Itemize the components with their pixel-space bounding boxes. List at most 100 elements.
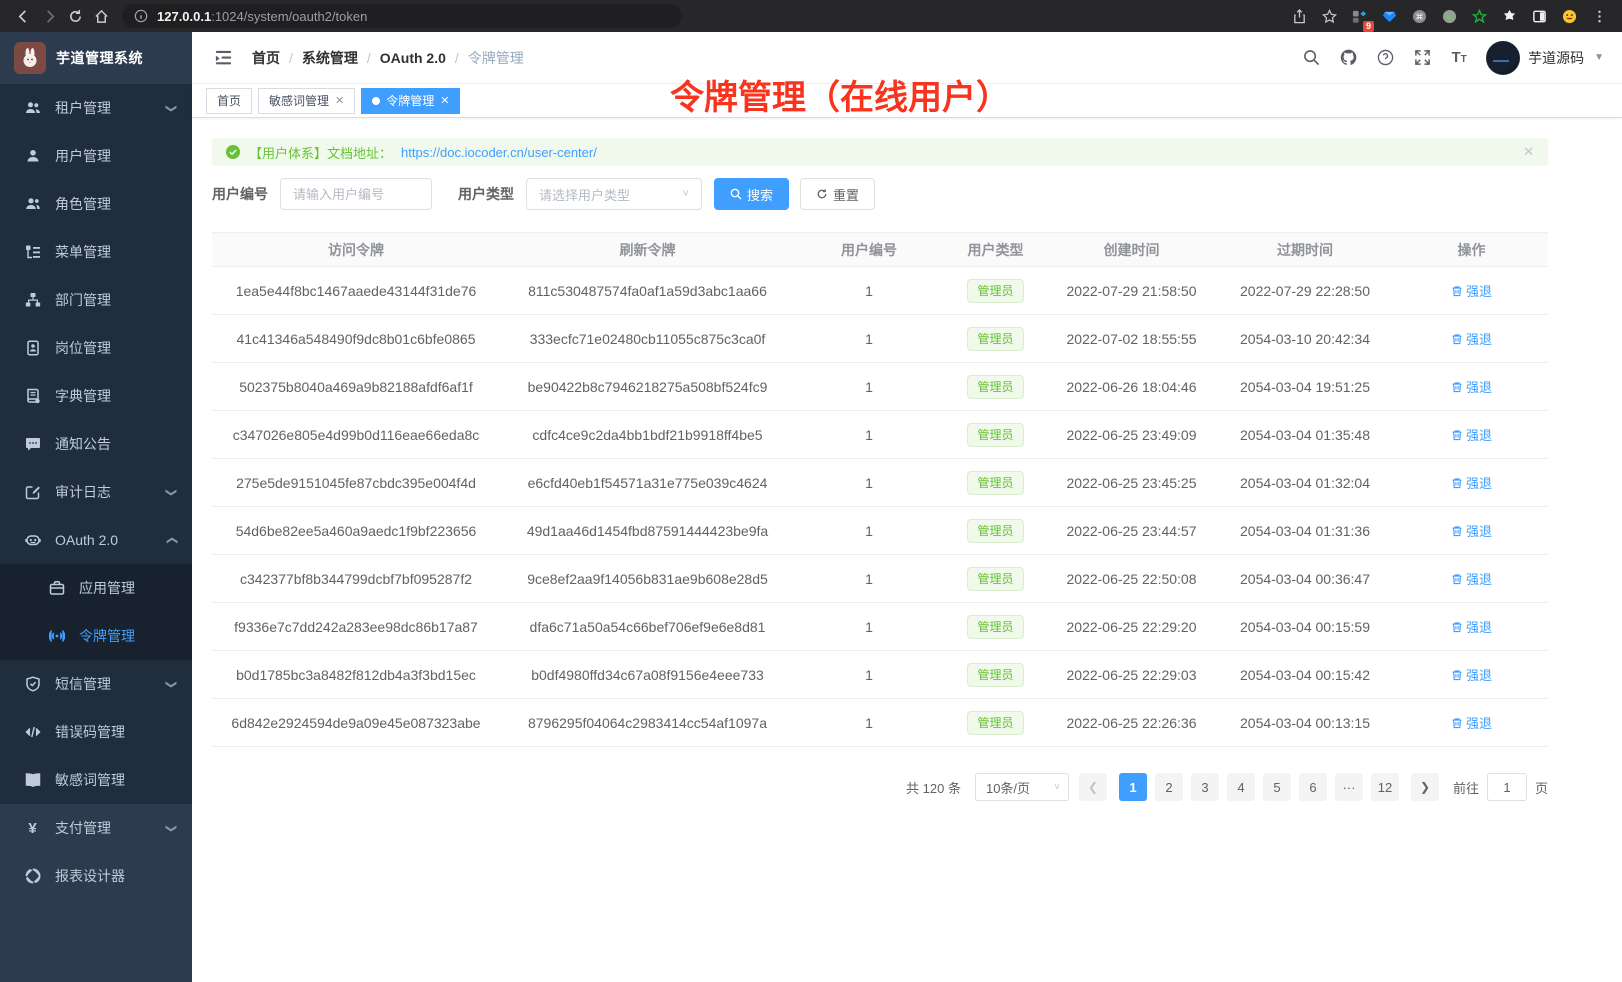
sidebar-item-shield[interactable]: 短信管理 ❯: [0, 660, 192, 708]
user-type-tag: 管理员: [967, 710, 1024, 735]
reset-button[interactable]: 重置: [800, 178, 876, 210]
svg-text:⌘: ⌘: [1415, 12, 1423, 21]
github-icon[interactable]: [1338, 48, 1358, 68]
report-icon: [24, 868, 41, 885]
sidebar-item-app[interactable]: 应用管理: [0, 564, 192, 612]
chevron-down-icon: ❯: [164, 103, 177, 113]
force-logout-button[interactable]: 强退: [1451, 569, 1492, 588]
forward-icon[interactable]: [36, 3, 62, 29]
next-page-button[interactable]: ❯: [1410, 773, 1439, 801]
extension-record-icon[interactable]: [1436, 3, 1462, 29]
user-id-input[interactable]: [280, 178, 432, 210]
force-logout-button[interactable]: 强退: [1451, 521, 1492, 540]
page-size-value: 10条/页: [985, 780, 1031, 796]
force-logout-button[interactable]: 强退: [1451, 713, 1492, 732]
close-icon[interactable]: ✕: [1523, 144, 1534, 159]
sidebar-item-menu-tree[interactable]: 菜单管理: [0, 228, 192, 276]
page-button-6[interactable]: 6: [1298, 773, 1327, 801]
sidebar-item-robot[interactable]: OAuth 2.0 ❯: [0, 516, 192, 564]
breadcrumb: 首页 / 系统管理 / OAuth 2.0 / 令牌管理: [252, 48, 524, 68]
tab-敏感词管理[interactable]: 敏感词管理 ✕: [258, 87, 356, 114]
sidebar-filler: [0, 900, 192, 982]
sidebar-item-org[interactable]: 部门管理: [0, 276, 192, 324]
share-icon[interactable]: [1286, 3, 1312, 29]
extension-star-green-icon[interactable]: [1466, 3, 1492, 29]
sidebar-item-label: 租户管理: [55, 100, 111, 116]
alert-doc-link[interactable]: https://doc.iocoder.cn/user-center/: [401, 144, 597, 160]
user-type-select[interactable]: 请选择用户类型 ˅: [526, 178, 702, 210]
more-pages-button[interactable]: ···: [1334, 773, 1363, 801]
goto-page-input[interactable]: [1486, 773, 1527, 801]
breadcrumb-item[interactable]: OAuth 2.0: [379, 49, 446, 66]
breadcrumb-item[interactable]: 首页: [252, 49, 280, 66]
tab-首页[interactable]: 首页: [206, 87, 253, 114]
access-token-cell: 41c41346a548490f9dc8b01c6bfe0865: [212, 314, 500, 363]
close-icon[interactable]: ✕: [335, 95, 345, 107]
breadcrumb-item[interactable]: 系统管理: [301, 49, 358, 66]
users-icon: [24, 100, 41, 117]
user-menu[interactable]: 芋道源码 ▼: [1486, 40, 1604, 75]
force-logout-button[interactable]: 强退: [1451, 425, 1492, 444]
sidebar-item-users[interactable]: 租户管理 ❯: [0, 84, 192, 132]
sidebar-item-message[interactable]: 通知公告: [0, 420, 192, 468]
sidebar-item-yen[interactable]: ¥ 支付管理 ❯: [0, 804, 192, 852]
extension-command-icon[interactable]: ⌘: [1406, 3, 1432, 29]
search-button[interactable]: 搜索: [714, 178, 790, 210]
force-logout-button[interactable]: 强退: [1451, 473, 1492, 492]
extension-gem-icon[interactable]: [1376, 3, 1402, 29]
force-logout-button[interactable]: 强退: [1451, 329, 1492, 348]
page-size-select[interactable]: 10条/页 ˅: [974, 773, 1069, 801]
sidebar-item-role[interactable]: 角色管理: [0, 180, 192, 228]
page-button-3[interactable]: 3: [1190, 773, 1219, 801]
sidebar-item-report[interactable]: 报表设计器: [0, 852, 192, 900]
home-icon[interactable]: [88, 3, 114, 29]
page-button-12[interactable]: 12: [1370, 773, 1399, 801]
close-icon[interactable]: ✕: [440, 95, 450, 107]
page-button-5[interactable]: 5: [1262, 773, 1291, 801]
help-icon[interactable]: [1375, 48, 1395, 68]
profile-emoji-icon[interactable]: [1556, 3, 1582, 29]
app-logo[interactable]: 芋道管理系统: [0, 32, 192, 84]
browser-menu-icon[interactable]: [1586, 3, 1612, 29]
sidebar-item-badge[interactable]: 岗位管理: [0, 324, 192, 372]
bookmark-star-icon[interactable]: [1316, 3, 1342, 29]
page-button-1[interactable]: 1: [1118, 773, 1147, 801]
delete-icon: [1452, 333, 1462, 344]
sidebar-item-label: 敏感词管理: [55, 772, 125, 788]
table-row: c347026e805e4d99b0d116eae66eda8c cdfc4ce9…: [212, 410, 1548, 459]
page-button-2[interactable]: 2: [1154, 773, 1183, 801]
table-row: 54d6be82ee5a460a9aedc1f9bf223656 49d1aa46…: [212, 506, 1548, 555]
force-logout-button[interactable]: 强退: [1451, 377, 1492, 396]
sidebar-item-label: 菜单管理: [55, 244, 111, 260]
sidebar-item-code[interactable]: 错误码管理: [0, 708, 192, 756]
sidebar-item-token[interactable]: 令牌管理: [0, 612, 192, 660]
breadcrumb-separator: /: [289, 49, 293, 66]
reload-icon[interactable]: [62, 3, 88, 29]
extension-puzzle-icon[interactable]: [1496, 3, 1522, 29]
url-bar[interactable]: 127.0.0.1:1024/system/oauth2/token: [122, 4, 682, 28]
back-icon[interactable]: [10, 3, 36, 29]
site-info-icon[interactable]: [134, 9, 148, 23]
sidebar-item-book[interactable]: 敏感词管理: [0, 756, 192, 804]
sidebar-item-dict[interactable]: 字典管理: [0, 372, 192, 420]
sidebar-item-log[interactable]: 审计日志 ❯: [0, 468, 192, 516]
delete-icon: [1452, 477, 1462, 488]
yen-icon: ¥: [28, 819, 37, 837]
refresh-token-cell: cdfc4ce9c2da4bb1bdf21b9918ff4be5: [500, 410, 795, 459]
collapse-sidebar-icon[interactable]: [214, 48, 234, 68]
extension-split-icon[interactable]: [1526, 3, 1552, 29]
prev-page-button[interactable]: ❮: [1078, 773, 1107, 801]
extension-grid-icon[interactable]: 9: [1346, 3, 1374, 32]
search-icon[interactable]: [1301, 48, 1321, 68]
force-logout-button[interactable]: 强退: [1451, 617, 1492, 636]
access-token-cell: 6d842e2924594de9a09e45e087323abe: [212, 698, 500, 747]
tab-令牌管理[interactable]: 令牌管理 ✕: [361, 87, 461, 114]
page-button-4[interactable]: 4: [1226, 773, 1255, 801]
sidebar-item-user[interactable]: 用户管理: [0, 132, 192, 180]
chevron-up-icon: ❯: [165, 535, 178, 545]
fullscreen-icon[interactable]: [1412, 48, 1432, 68]
force-logout-button[interactable]: 强退: [1451, 665, 1492, 684]
goto-label: 前往: [1452, 780, 1479, 796]
force-logout-button[interactable]: 强退: [1451, 281, 1492, 300]
